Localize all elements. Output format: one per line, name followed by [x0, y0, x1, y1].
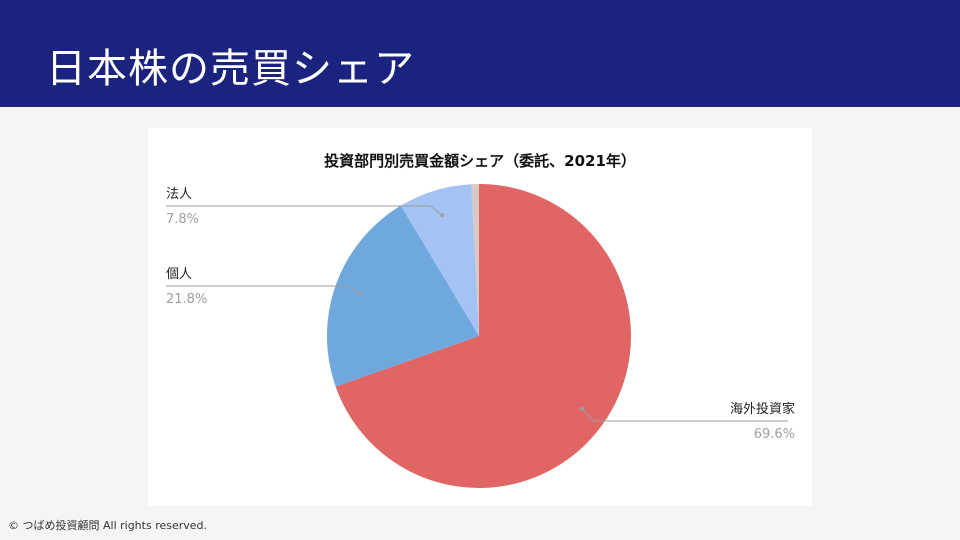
copyright-notice: © つばめ投資顧問 All rights reserved. [8, 519, 208, 532]
pie-slice-2 [400, 184, 479, 336]
leader-dot-2 [440, 213, 445, 218]
pie-chart-card: 投資部門別売買金額シェア（委託、2021年） 海外投資家 69.6% 個人 21.8%… [148, 128, 812, 506]
pie-chart: 投資部門別売買金額シェア（委託、2021年） 海外投資家 69.6% 個人 21.8%… [166, 152, 795, 488]
leader-line-1 [166, 285, 361, 294]
slice-label-1: 個人 [166, 267, 192, 282]
pie-slice-3 [471, 184, 479, 336]
pie-slice-0 [335, 184, 631, 488]
slice-value-2: 7.8% [166, 212, 199, 227]
slice-label-0: 海外投資家 [730, 401, 795, 417]
slice-label-2: 法人 [166, 187, 192, 202]
page-title: 日本株の売買シェア [46, 46, 415, 92]
slice-value-1: 21.8% [166, 292, 207, 307]
leader-dot-1 [358, 291, 363, 296]
leader-line-0 [581, 408, 788, 422]
leader-line-2 [166, 205, 443, 216]
slice-value-0: 69.6% [754, 427, 795, 442]
leader-dot-0 [579, 406, 584, 411]
title-bar: 日本株の売買シェア [0, 0, 960, 107]
chart-title: 投資部門別売買金額シェア（委託、2021年） [324, 152, 636, 170]
pie-slice-1 [327, 205, 479, 387]
